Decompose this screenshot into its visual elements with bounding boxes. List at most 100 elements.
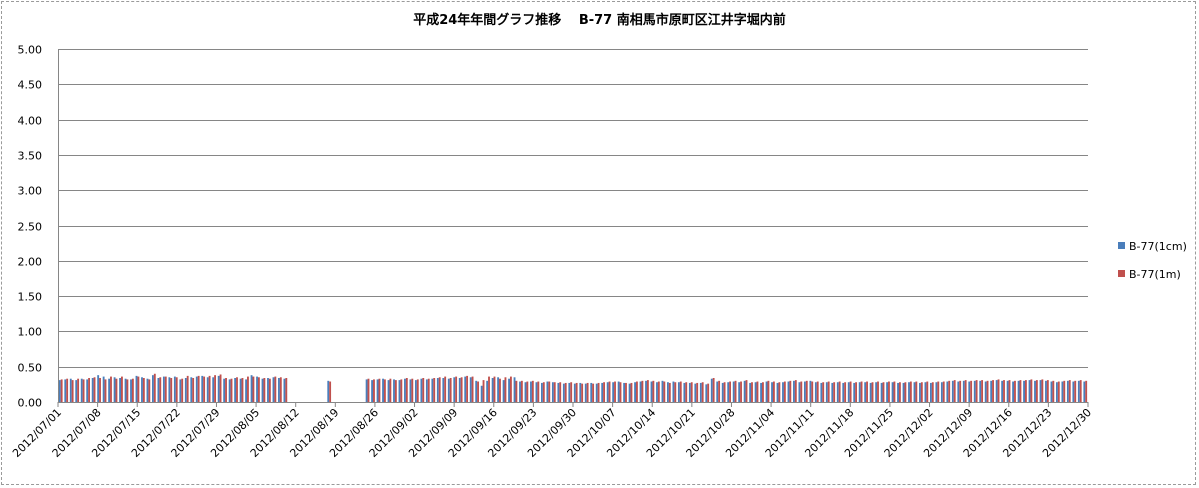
- bar: [694, 383, 697, 402]
- bar: [1052, 380, 1055, 402]
- bar: [619, 382, 622, 402]
- bar: [767, 380, 770, 402]
- bar: [765, 381, 768, 402]
- bar: [541, 382, 543, 402]
- bar: [789, 380, 792, 402]
- bar: [581, 383, 584, 402]
- bar: [203, 376, 206, 402]
- y-tick-label: 1.50: [18, 291, 43, 304]
- bar: [168, 377, 171, 402]
- bar: [263, 378, 266, 402]
- bar: [1056, 382, 1058, 402]
- bar: [877, 381, 879, 402]
- bar: [898, 382, 901, 402]
- bar: [776, 382, 779, 402]
- bar: [142, 378, 145, 402]
- bar: [382, 378, 384, 402]
- bar: [124, 378, 127, 402]
- bar: [590, 382, 593, 402]
- bar: [612, 382, 615, 402]
- bar: [80, 378, 83, 402]
- bar: [847, 382, 850, 402]
- bar: [915, 381, 918, 402]
- bar: [186, 375, 189, 402]
- bar: [131, 378, 134, 402]
- bar: [1030, 379, 1033, 402]
- bar: [913, 382, 916, 402]
- bar: [793, 380, 795, 402]
- bar: [869, 382, 872, 402]
- bar: [606, 382, 609, 402]
- bar: [860, 381, 863, 402]
- bar: [524, 382, 527, 402]
- bar: [82, 379, 85, 402]
- bar: [886, 382, 889, 402]
- bar: [962, 380, 965, 402]
- bar: [214, 375, 216, 402]
- bar: [102, 376, 105, 402]
- bar: [995, 380, 998, 402]
- bar: [929, 382, 932, 402]
- bar: [497, 377, 500, 402]
- bar: [197, 375, 200, 402]
- bar: [909, 381, 912, 402]
- bar: [1019, 380, 1022, 402]
- grid-layer: [58, 49, 1088, 403]
- legend-label: B-77(1m): [1129, 268, 1181, 281]
- bar: [480, 385, 483, 402]
- bar: [650, 381, 653, 402]
- bar: [946, 381, 949, 402]
- bar: [745, 380, 748, 402]
- bar: [113, 377, 116, 402]
- bar: [458, 378, 461, 402]
- bar: [1017, 380, 1020, 402]
- bar: [656, 382, 658, 402]
- bar: [115, 378, 118, 402]
- bar: [798, 382, 801, 402]
- bar: [893, 381, 896, 402]
- bar: [152, 375, 154, 402]
- bar: [1024, 380, 1027, 402]
- bar: [718, 380, 721, 402]
- bar: [219, 374, 222, 402]
- bar: [951, 380, 954, 402]
- bar: [471, 376, 474, 402]
- bar: [1046, 380, 1049, 402]
- bar: [751, 382, 753, 402]
- bar: [245, 379, 248, 402]
- bar: [1041, 379, 1044, 402]
- bar: [223, 378, 226, 402]
- bar: [444, 376, 447, 402]
- bar: [365, 379, 368, 402]
- bar: [1006, 380, 1009, 402]
- bar: [488, 376, 490, 402]
- bar: [250, 375, 253, 402]
- bar: [530, 381, 532, 402]
- bar: [595, 383, 598, 402]
- bar: [968, 381, 971, 402]
- bar: [104, 379, 107, 402]
- bar: [141, 377, 143, 402]
- bar: [641, 380, 644, 402]
- legend-swatch: [1118, 270, 1125, 277]
- bar: [453, 377, 456, 402]
- bar: [601, 382, 604, 402]
- bar: [464, 376, 467, 402]
- bar: [920, 382, 923, 402]
- bar: [875, 382, 878, 402]
- bar: [420, 378, 423, 402]
- bar: [557, 382, 560, 402]
- bar: [383, 379, 386, 402]
- bar: [1083, 381, 1086, 402]
- bar: [409, 379, 412, 402]
- bar: [625, 382, 627, 402]
- bar: [148, 379, 151, 402]
- bar: [634, 382, 636, 402]
- bar: [162, 376, 165, 402]
- bar: [707, 383, 710, 402]
- bar: [433, 378, 436, 402]
- bar: [811, 381, 814, 402]
- bar: [628, 383, 631, 402]
- bar: [157, 378, 160, 402]
